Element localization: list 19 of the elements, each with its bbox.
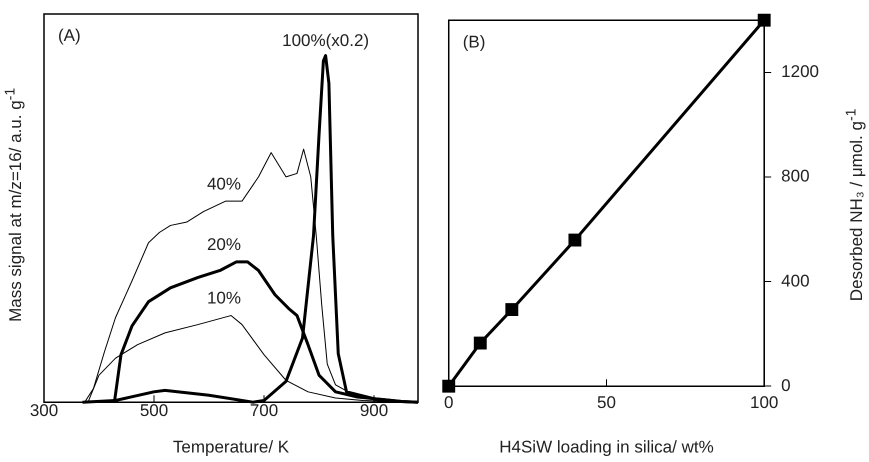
y2-tick-label: 1200: [781, 62, 820, 82]
annotation: (B): [462, 32, 486, 52]
x-axis-title: Temperature/ K: [172, 437, 290, 456]
series-label: 20%: [206, 235, 241, 254]
x-tick-label: 0: [444, 393, 454, 412]
text: (A): [58, 26, 81, 46]
x-tick-label: 100: [750, 393, 778, 412]
series-label: 100%(x0.2): [282, 30, 370, 50]
series-label: 40%: [206, 174, 241, 194]
x-axis-title: H4SiW loading in silica/ wt%: [499, 437, 714, 456]
x-tick-label: 900: [360, 401, 388, 420]
y2-tick-label: 800: [781, 166, 810, 186]
x-tick-label: 50: [596, 393, 616, 412]
x-tick-label: 500: [140, 401, 168, 420]
x-tick-label: 700: [250, 401, 278, 420]
y2-tick-label: 0: [781, 376, 791, 395]
series-label: 10%: [206, 288, 241, 308]
x-tick-label: 300: [30, 401, 58, 420]
y2-tick-label: 400: [781, 271, 810, 290]
